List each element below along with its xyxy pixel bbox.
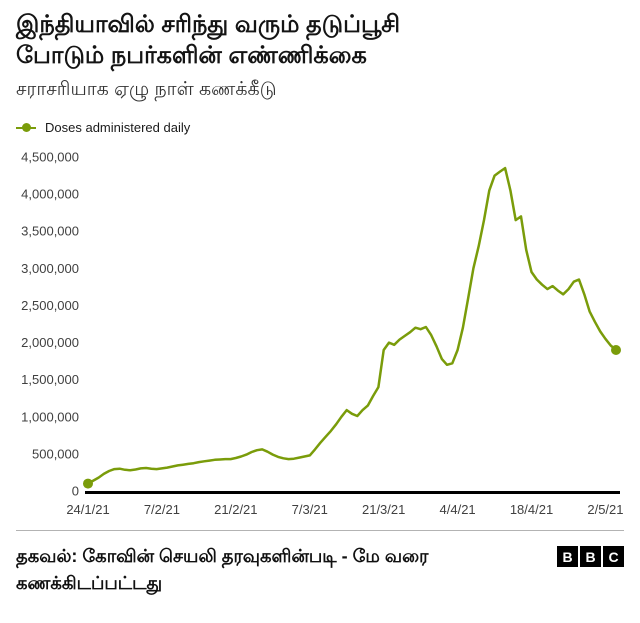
line-marker-icon (16, 123, 36, 133)
svg-text:1,500,000: 1,500,000 (21, 372, 79, 387)
bbc-logo: B B C (557, 546, 624, 568)
source-text: தகவல்: கோவின் செயலி தரவுகளின்படி - மே வர… (16, 543, 428, 597)
bbc-logo-letter: C (603, 546, 624, 568)
line-chart-canvas: 0 500,000 1,000,000 1,500,000 2,000,000 2,500… (21, 150, 623, 518)
svg-text:2/5/21: 2/5/21 (587, 502, 623, 517)
svg-text:2,000,000: 2,000,000 (21, 335, 79, 350)
chart-subtitle: சராசரியாக ஏழு நாள் கணக்கீடு (16, 79, 277, 101)
chart-title-line-1: இந்தியாவில் சரிந்து வரும் தடுப்பூசி (16, 11, 401, 38)
svg-text:1,000,000: 1,000,000 (21, 409, 79, 424)
legend: Doses administered daily (0, 102, 640, 135)
svg-text:500,000: 500,000 (32, 447, 79, 462)
source-line-1: தகவல்: கோவின் செயலி தரவுகளின்படி - மே வர… (16, 546, 429, 567)
svg-text:3,500,000: 3,500,000 (21, 224, 79, 239)
svg-text:21/2/21: 21/2/21 (214, 502, 257, 517)
source-line-2: கணக்கிடப்பட்டது (16, 573, 163, 594)
svg-text:2,500,000: 2,500,000 (21, 298, 79, 313)
svg-text:3,000,000: 3,000,000 (21, 261, 79, 276)
svg-text:4,000,000: 4,000,000 (21, 187, 79, 202)
legend-label: Doses administered daily (45, 120, 191, 136)
footer-divider (16, 530, 624, 532)
svg-text:24/1/21: 24/1/21 (66, 502, 109, 517)
svg-text:0: 0 (72, 484, 79, 499)
chart-header: இந்தியாவில் சரிந்து வரும் தடுப்பூசி போடு… (0, 0, 640, 102)
chart-title-line-2: போடும் நபர்களின் எண்ணிக்கை (16, 41, 367, 69)
svg-text:4,500,000: 4,500,000 (21, 150, 79, 165)
svg-text:18/4/21: 18/4/21 (510, 502, 553, 517)
svg-text:7/3/21: 7/3/21 (292, 502, 328, 517)
svg-text:21/3/21: 21/3/21 (362, 502, 405, 517)
svg-text:4/4/21: 4/4/21 (440, 502, 476, 517)
svg-text:7/2/21: 7/2/21 (144, 502, 180, 517)
bbc-logo-letter: B (557, 546, 578, 568)
footer: தகவல்: கோவின் செயலி தரவுகளின்படி - மே வர… (0, 530, 640, 597)
bbc-logo-letter: B (580, 546, 601, 568)
